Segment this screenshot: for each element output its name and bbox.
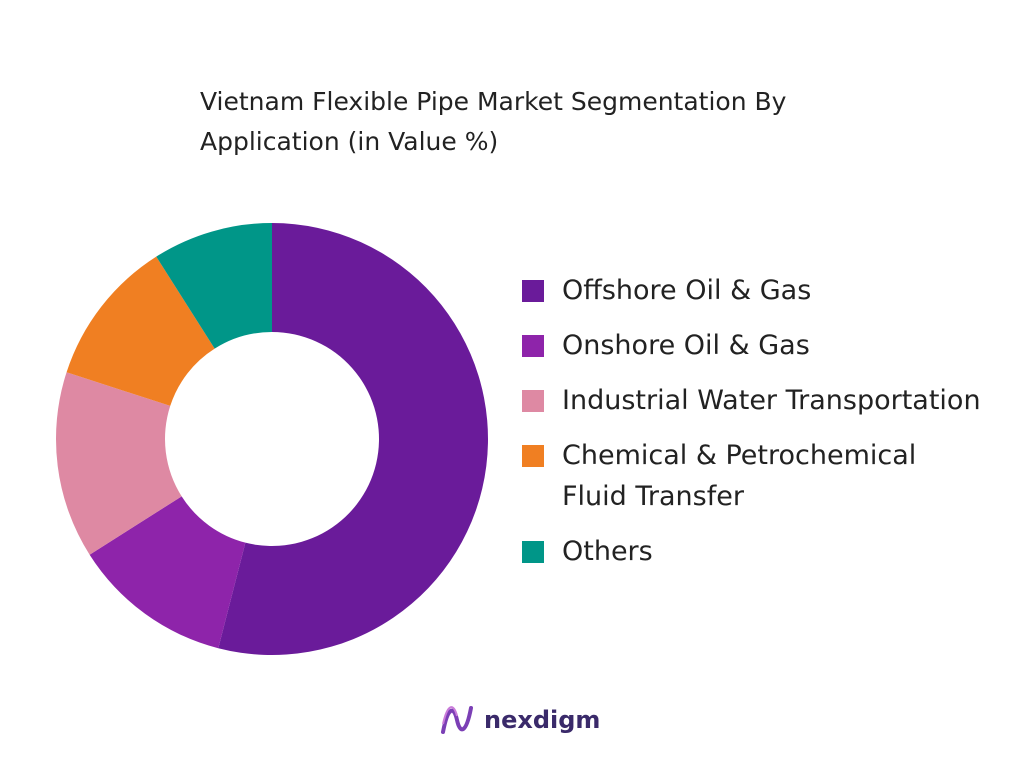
legend-item: Offshore Oil & Gas — [522, 270, 992, 311]
logo: nexdigm — [440, 702, 600, 738]
donut-slice — [55, 372, 182, 555]
logo-icon — [441, 706, 473, 734]
legend-label: Others — [562, 536, 653, 567]
chart — [55, 223, 488, 655]
legend-swatch — [522, 541, 544, 563]
legend-item: Onshore Oil & Gas — [522, 325, 992, 366]
legend-label: Industrial Water Transportation — [562, 385, 981, 416]
legend-label: Chemical & Petrochemical Fluid Transfer — [562, 440, 917, 512]
legend-swatch — [522, 390, 544, 412]
logo-text: nexdigm — [484, 706, 601, 734]
donut-slice — [89, 496, 246, 649]
legend-item: Chemical & Petrochemical Fluid Transfer — [522, 435, 992, 517]
legend-swatch — [522, 335, 544, 357]
legend-swatch — [522, 280, 544, 302]
donut-slice — [66, 256, 215, 406]
legend-label: Onshore Oil & Gas — [562, 330, 810, 361]
donut-slice — [218, 223, 488, 655]
legend-swatch — [522, 445, 544, 467]
legend-item: Industrial Water Transportation — [522, 380, 992, 421]
donut-slice — [156, 223, 272, 349]
chart-title: Vietnam Flexible Pipe Market Segmentatio… — [200, 87, 787, 156]
legend: Offshore Oil & Gas Onshore Oil & Gas Indus… — [522, 270, 992, 586]
legend-item: Others — [522, 531, 992, 572]
legend-label: Offshore Oil & Gas — [562, 275, 812, 306]
